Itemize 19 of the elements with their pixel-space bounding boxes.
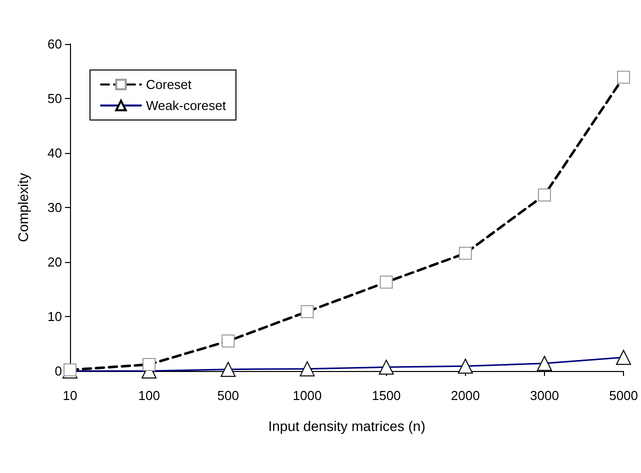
x-tick-label: 10	[62, 388, 78, 403]
y-tick-label: 60	[48, 36, 62, 52]
x-tick-label: 1000	[292, 388, 322, 403]
y-tick-label: 20	[48, 254, 62, 270]
y-axis-title: Complexity	[15, 172, 31, 242]
x-tick-label: 1500	[372, 388, 401, 403]
legend-label: Weak-coreset	[146, 98, 226, 113]
y-tick-label: 10	[48, 309, 62, 324]
x-tick-label: 100	[138, 388, 160, 403]
x-tick-label: 2000	[450, 388, 480, 403]
y-tick-label: 0	[54, 364, 62, 378]
x-tick-label: 5000	[609, 388, 638, 403]
y-tick-label: 50	[48, 91, 62, 106]
y-tick-label: 30	[48, 200, 62, 215]
legend-label: Coreset	[146, 77, 192, 92]
x-axis-title: Input density matrices (n)	[268, 418, 426, 434]
x-tick-label: 3000	[530, 388, 559, 403]
x-tick-label: 500	[217, 388, 240, 403]
y-tick-label: 40	[48, 146, 62, 160]
